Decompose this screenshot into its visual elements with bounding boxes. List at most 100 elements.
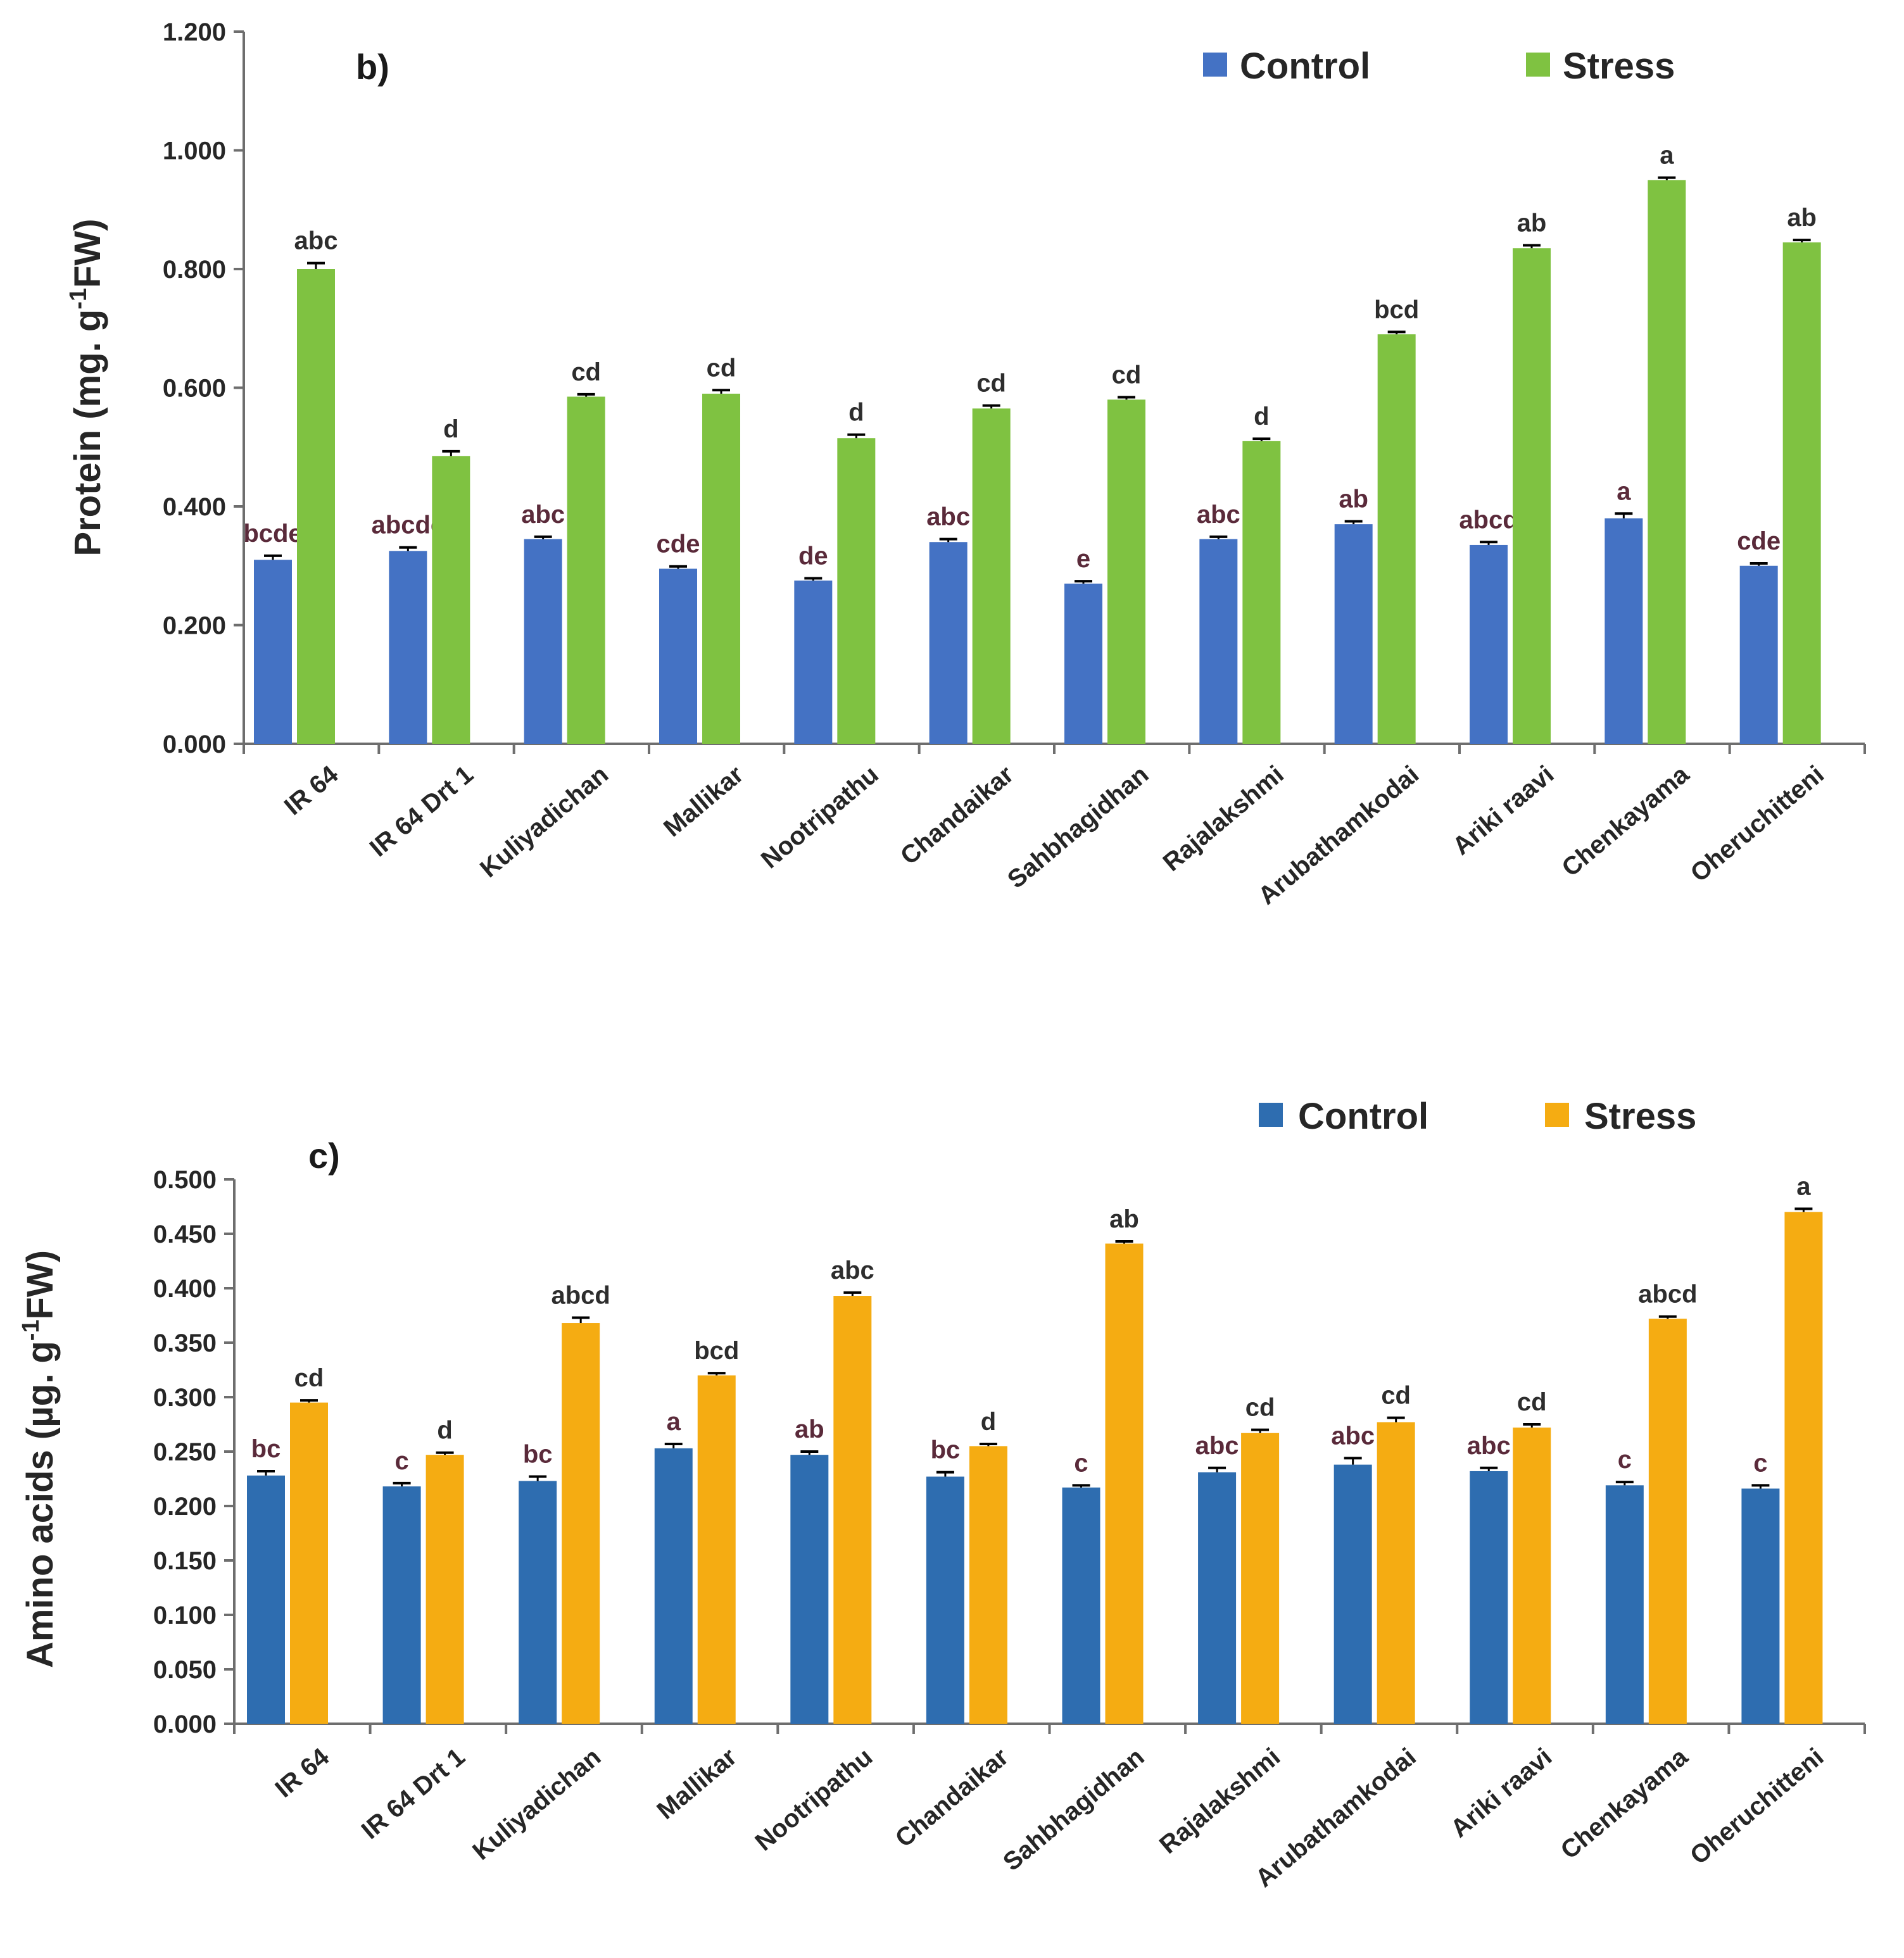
x-category-label: IR 64 bbox=[270, 1743, 335, 1804]
significance-letter: bcd bbox=[694, 1337, 739, 1365]
legend-swatch-control bbox=[1259, 1103, 1283, 1127]
bar-stress bbox=[1782, 242, 1821, 744]
bar-control bbox=[1739, 565, 1778, 744]
y-axis-title: Protein (mg. g-1FW) bbox=[65, 218, 108, 556]
x-category-label: IR 64 Drt 1 bbox=[365, 760, 479, 862]
bar-stress bbox=[969, 1446, 1007, 1724]
legend-swatch-control bbox=[1203, 53, 1227, 77]
bar-control bbox=[1605, 1485, 1644, 1724]
significance-letter: c bbox=[1618, 1446, 1632, 1474]
significance-letter: a bbox=[667, 1408, 681, 1436]
bar-stress bbox=[297, 269, 335, 744]
y-tick-label: 0.000 bbox=[163, 731, 226, 758]
y-tick-label: 0.150 bbox=[153, 1547, 217, 1575]
y-tick-label: 0.600 bbox=[163, 375, 226, 403]
bar-stress bbox=[837, 438, 876, 744]
panel-label: b) bbox=[356, 47, 389, 87]
significance-letter: abcd bbox=[551, 1281, 610, 1309]
y-tick-label: 0.400 bbox=[153, 1275, 217, 1303]
bar-stress bbox=[1513, 248, 1551, 744]
significance-letter: e bbox=[1076, 545, 1090, 573]
significance-letter: cd bbox=[294, 1364, 324, 1392]
significance-letter: abc bbox=[521, 501, 565, 529]
significance-letter: cd bbox=[707, 354, 736, 382]
x-category-label: Rajalakshmi bbox=[1158, 760, 1289, 877]
bar-control bbox=[524, 539, 562, 744]
significance-letter: cd bbox=[1381, 1382, 1411, 1410]
significance-letter: abc bbox=[1331, 1422, 1375, 1450]
y-tick-label: 0.350 bbox=[153, 1329, 217, 1357]
significance-letter: ab bbox=[1339, 485, 1368, 513]
significance-letter: d bbox=[443, 415, 458, 443]
significance-letter: abc bbox=[831, 1257, 874, 1284]
bar-control bbox=[247, 1475, 285, 1724]
x-category-label: Ariki raavi bbox=[1447, 760, 1559, 860]
significance-letter: c bbox=[394, 1447, 408, 1475]
y-axis-title: Amino acids (µg. g-1FW) bbox=[18, 1250, 61, 1668]
bar-stress bbox=[1377, 334, 1416, 744]
legend-label-control: Control bbox=[1240, 46, 1370, 87]
significance-letter: abc bbox=[926, 503, 970, 531]
x-category-label: Rajalakshmi bbox=[1154, 1743, 1285, 1859]
bar-stress bbox=[1105, 1243, 1144, 1724]
significance-letter: d bbox=[1254, 403, 1269, 430]
bar-stress bbox=[972, 408, 1011, 744]
significance-letter: d bbox=[848, 399, 864, 427]
bar-control bbox=[659, 568, 697, 744]
legend-swatch-stress bbox=[1545, 1103, 1569, 1127]
y-tick-label: 0.200 bbox=[153, 1493, 217, 1521]
legend-label-control: Control bbox=[1298, 1096, 1428, 1137]
bar-control bbox=[1605, 518, 1643, 744]
x-category-label: Chandaikar bbox=[890, 1743, 1014, 1853]
x-category-label: Sahbhagidhan bbox=[998, 1743, 1149, 1876]
bar-control bbox=[926, 1476, 964, 1724]
significance-letter: ab bbox=[1787, 204, 1817, 232]
significance-letter: d bbox=[437, 1417, 452, 1445]
significance-letter: cd bbox=[571, 358, 601, 386]
legend-swatch-stress bbox=[1526, 53, 1550, 77]
bar-control bbox=[1064, 583, 1102, 744]
bar-control bbox=[1198, 1472, 1237, 1724]
significance-letter: ab bbox=[795, 1415, 824, 1443]
x-category-label: Mallikar bbox=[652, 1743, 741, 1824]
bar-control bbox=[1334, 524, 1373, 744]
x-category-label: IR 64 bbox=[279, 760, 344, 821]
x-category-label: Chandaikar bbox=[895, 760, 1019, 870]
legend-label-stress: Stress bbox=[1563, 46, 1675, 87]
x-category-label: Sahbhagidhan bbox=[1002, 760, 1154, 894]
significance-letter: abcd bbox=[1638, 1281, 1697, 1308]
bar-control bbox=[519, 1481, 557, 1724]
significance-letter: cde bbox=[1737, 527, 1781, 555]
panel-label: c) bbox=[308, 1136, 340, 1176]
bar-control bbox=[1333, 1464, 1372, 1724]
bar-control bbox=[929, 542, 968, 744]
bar-control bbox=[1470, 1471, 1508, 1724]
significance-letter: a bbox=[1660, 142, 1674, 170]
significance-letter: de bbox=[798, 542, 828, 570]
significance-letter: cd bbox=[1112, 361, 1142, 389]
significance-letter: cd bbox=[1517, 1388, 1547, 1416]
y-tick-label: 0.200 bbox=[163, 612, 226, 640]
significance-letter: cd bbox=[976, 370, 1006, 398]
significance-letter: bcd bbox=[1374, 296, 1419, 323]
bar-stress bbox=[697, 1375, 736, 1724]
x-category-label: IR 64 Drt 1 bbox=[356, 1743, 470, 1845]
bar-stress bbox=[1648, 1319, 1687, 1724]
bar-control bbox=[1741, 1488, 1780, 1724]
bar-stress bbox=[1784, 1212, 1823, 1724]
bar-stress bbox=[290, 1402, 328, 1724]
x-category-label: Nootripathu bbox=[756, 760, 884, 874]
bar-stress bbox=[1107, 399, 1145, 744]
bar-stress bbox=[1241, 1433, 1280, 1724]
significance-letter: a bbox=[1796, 1172, 1811, 1200]
y-tick-label: 0.400 bbox=[163, 493, 226, 521]
significance-letter: c bbox=[1753, 1449, 1767, 1477]
bar-control bbox=[794, 580, 833, 744]
bar-stress bbox=[432, 456, 470, 744]
y-tick-label: 0.000 bbox=[153, 1710, 217, 1738]
significance-letter: abcd bbox=[1459, 506, 1518, 534]
significance-letter: a bbox=[1617, 477, 1631, 505]
bar-stress bbox=[1513, 1428, 1551, 1724]
bar-stress bbox=[1648, 180, 1686, 744]
